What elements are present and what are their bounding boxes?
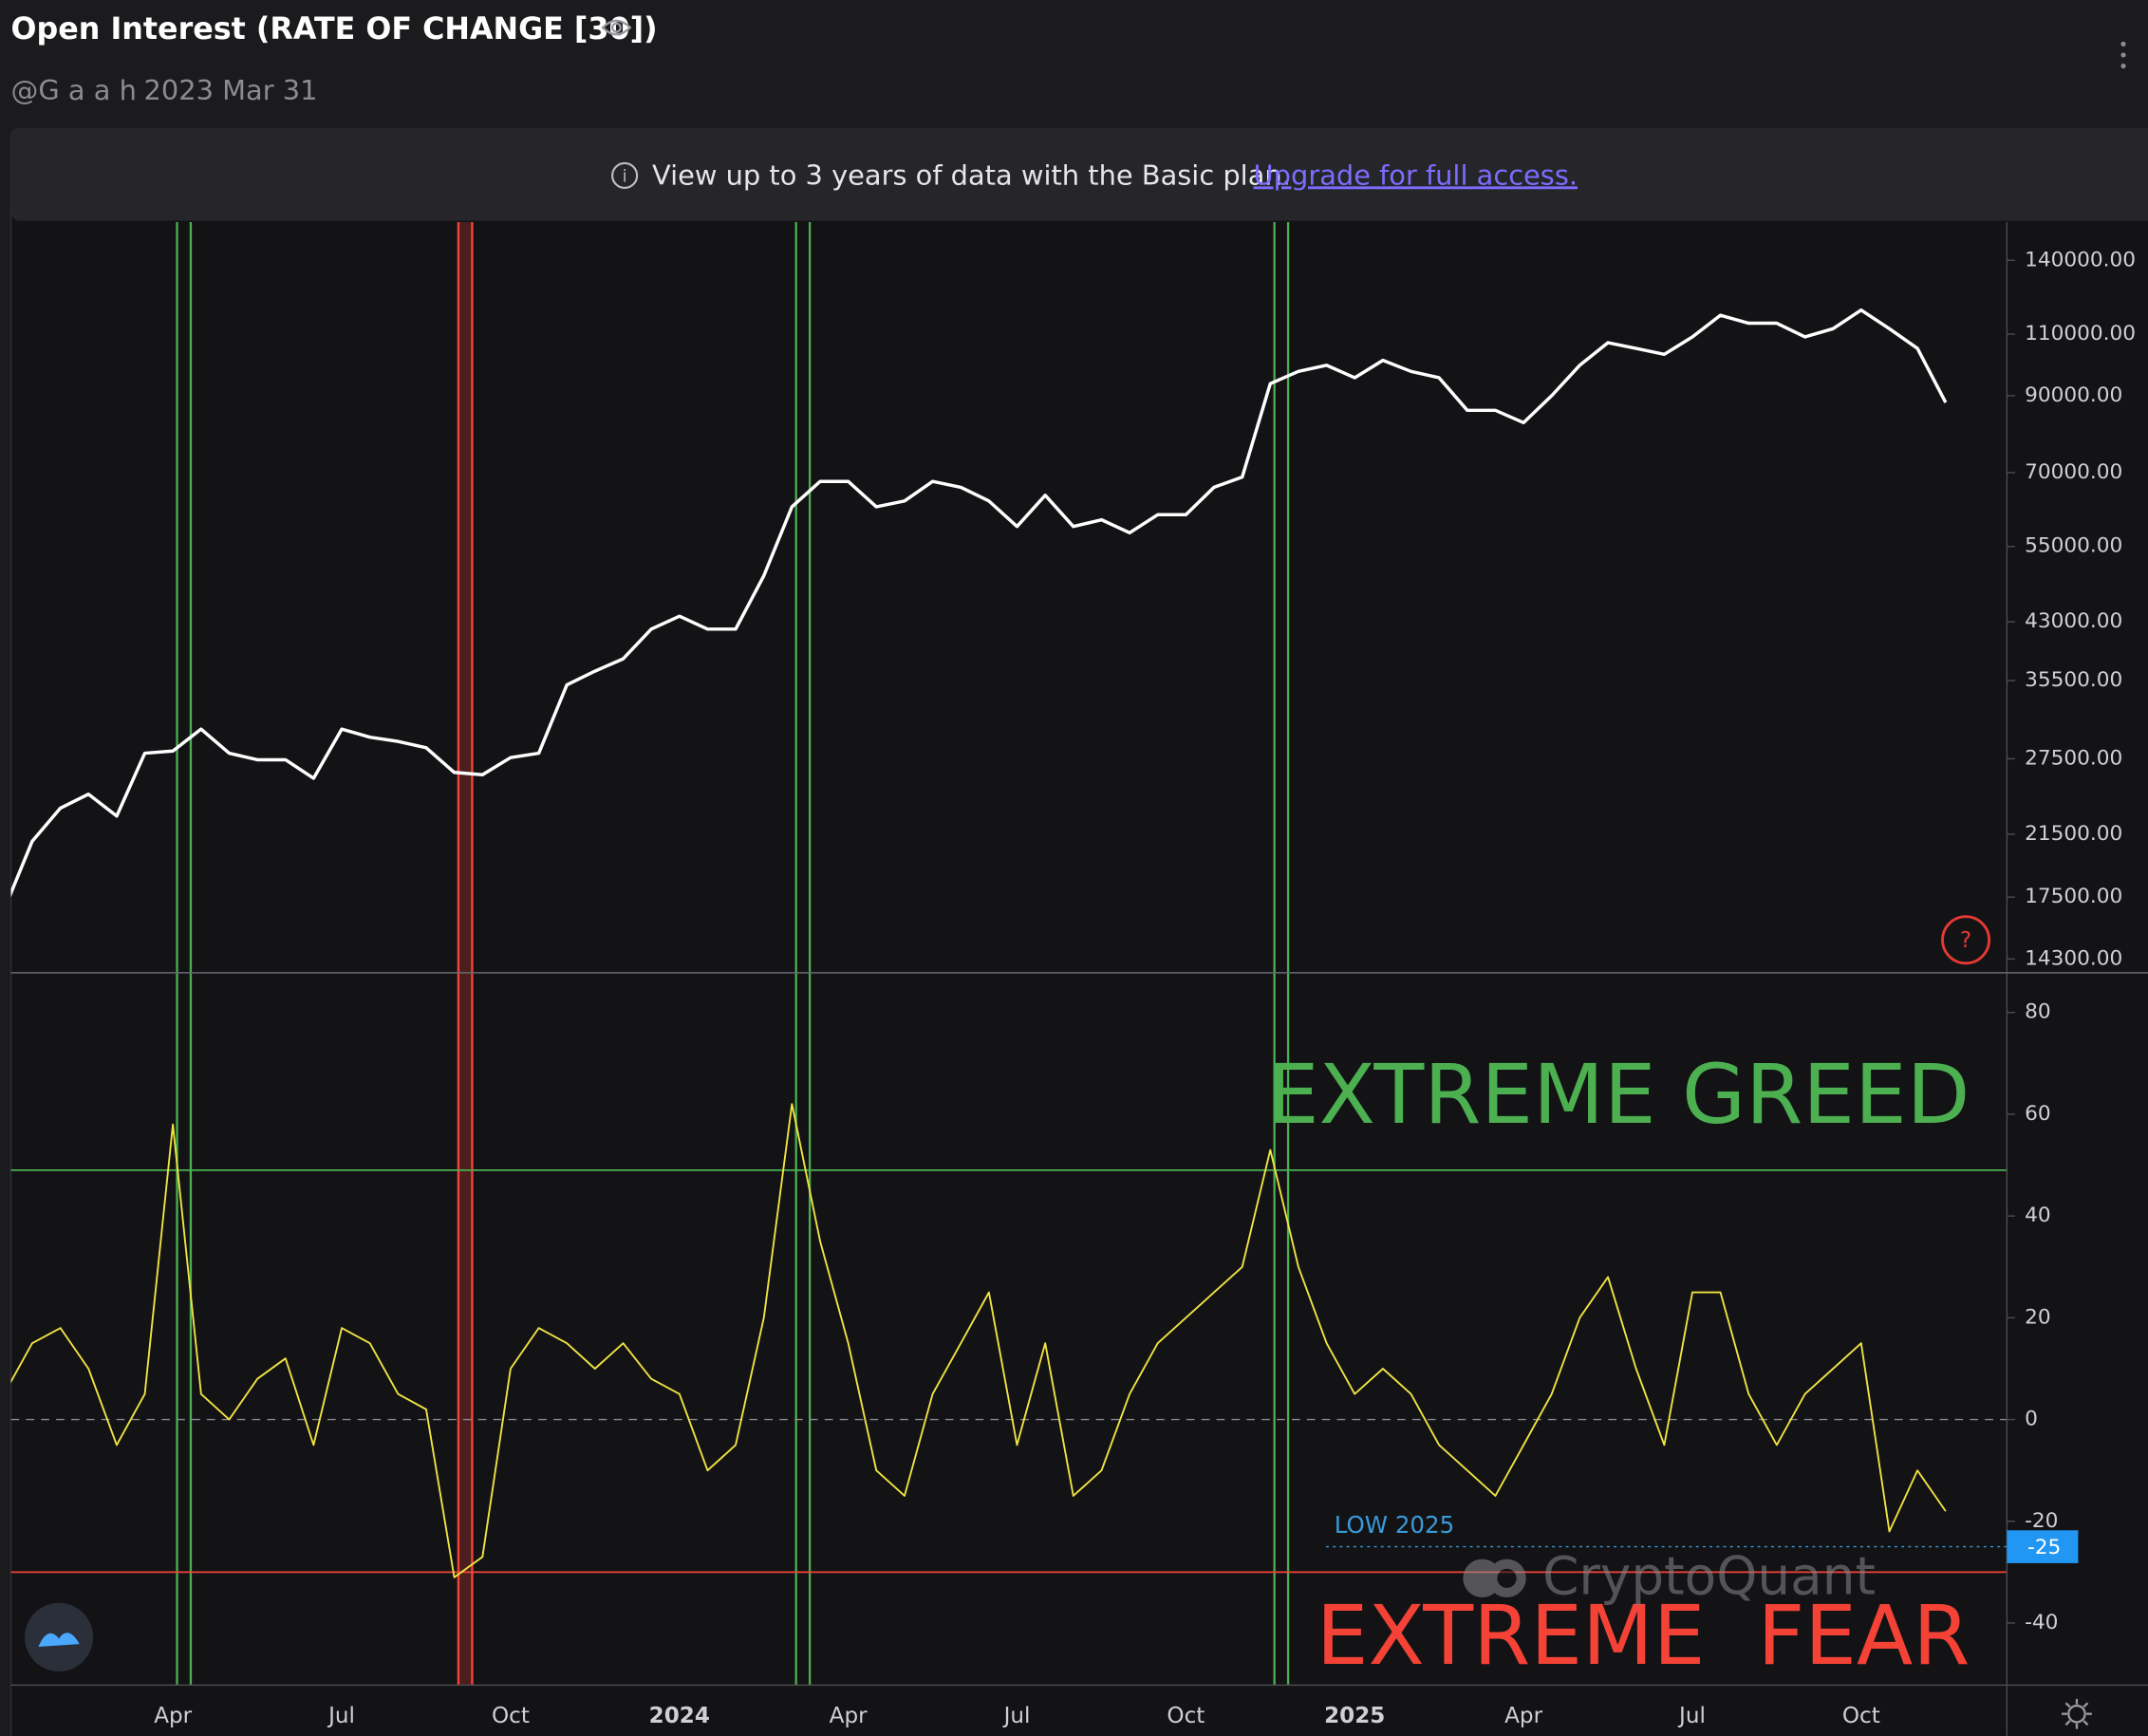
x-tick-label: Oct <box>1842 1704 1880 1728</box>
y-tick-label: 14300.00 <box>2025 946 2122 970</box>
watermark: CryptoQuant <box>1542 1545 1876 1606</box>
x-tick-label: Apr <box>154 1704 192 1728</box>
low-label: LOW 2025 <box>1335 1511 1455 1539</box>
help-button[interactable] <box>1941 915 1991 965</box>
fear-label: EXTREME FEAR <box>1317 1589 1971 1684</box>
chart-panel <box>9 128 2148 1736</box>
x-tick-label: Apr <box>830 1704 868 1728</box>
y-tick-label: 21500.00 <box>2025 822 2122 846</box>
upgrade-link[interactable]: Upgrade for full access. <box>1254 159 1578 191</box>
upgrade-banner <box>10 128 2148 221</box>
fear-band <box>457 222 474 1686</box>
x-tick-label: Oct <box>492 1704 530 1728</box>
x-tick-label: Jul <box>327 1704 355 1728</box>
y-tick-label: -40 <box>2025 1611 2058 1634</box>
author: @G a a h <box>11 74 137 106</box>
y-tick-label: 60 <box>2025 1102 2051 1126</box>
y-tick-label: 27500.00 <box>2025 746 2122 770</box>
y-tick-label: 17500.00 <box>2025 885 2122 908</box>
low-value-badge <box>2007 1530 2079 1563</box>
data-line <box>10 308 1948 898</box>
x-tick-label: 2024 <box>649 1704 710 1728</box>
y-tick-label: 70000.00 <box>2025 460 2122 484</box>
y-tick-label: 110000.00 <box>2025 322 2136 345</box>
settings-icon[interactable] <box>2062 1698 2092 1729</box>
data-line <box>10 1103 1947 1578</box>
x-tick-label: Apr <box>1504 1704 1542 1728</box>
y-tick-label: 35500.00 <box>2025 668 2122 692</box>
y-tick-label: 55000.00 <box>2025 534 2122 558</box>
y-tick-label: 0 <box>2025 1408 2038 1431</box>
y-tick-label: 43000.00 <box>2025 609 2122 633</box>
info-icon-glyph: i <box>623 167 627 186</box>
publish-date: 2023 Mar 31 <box>144 74 318 106</box>
x-tick-label: Jul <box>1677 1704 1706 1728</box>
app-logo-glyph <box>38 1633 80 1647</box>
app-logo[interactable] <box>24 1602 94 1671</box>
y-tick-label: 80 <box>2025 1000 2051 1024</box>
x-tick-label: Oct <box>1167 1704 1205 1728</box>
x-tick-label: 2025 <box>1324 1704 1385 1728</box>
y-tick-label: 20 <box>2025 1305 2051 1329</box>
banner-text: View up to 3 years of data with the Basi… <box>652 159 1291 191</box>
info-icon <box>611 161 639 190</box>
greed-label: EXTREME GREED <box>1267 1048 1970 1143</box>
y-tick-label: 90000.00 <box>2025 383 2122 407</box>
y-tick-label: -20 <box>2025 1509 2058 1533</box>
y-tick-label: 40 <box>2025 1204 2051 1227</box>
low-value: -25 <box>2027 1536 2061 1559</box>
more-menu[interactable] <box>2120 41 2126 69</box>
watermark-logo <box>1463 1559 1526 1598</box>
chart-title: Open Interest (RATE OF CHANGE [30]) <box>11 12 658 47</box>
eye-icon[interactable] <box>601 19 632 36</box>
y-tick-label: 140000.00 <box>2025 248 2136 271</box>
x-tick-label: Jul <box>1002 1704 1031 1728</box>
help-button-glyph: ? <box>1960 928 1971 953</box>
